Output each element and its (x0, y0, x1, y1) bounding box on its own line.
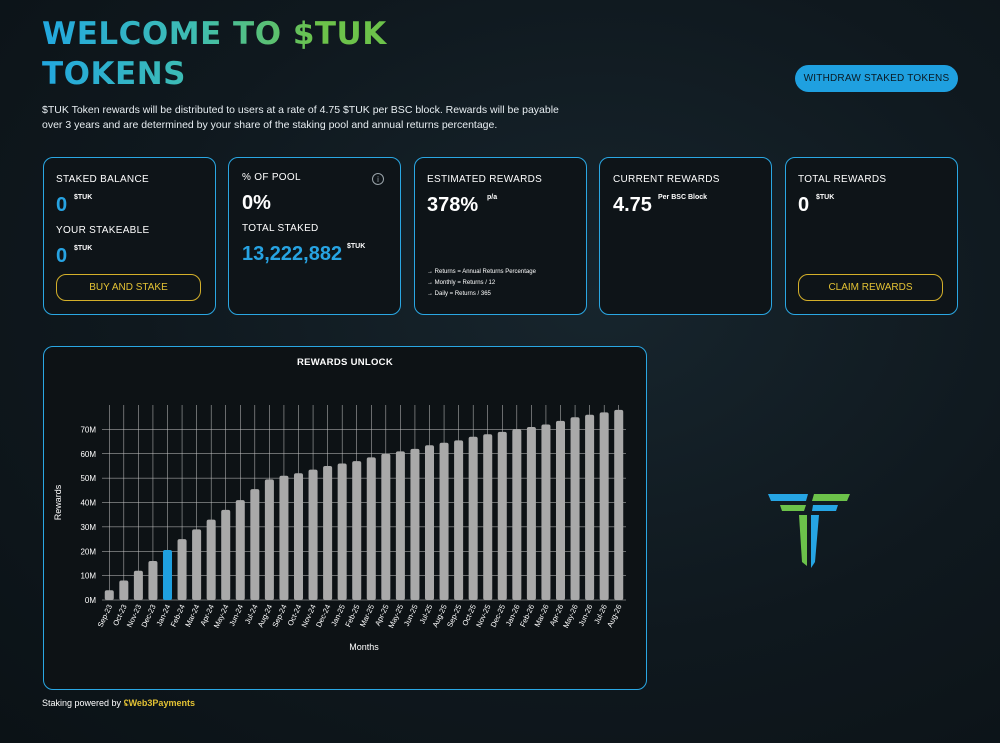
y-tick-label: 20M (80, 547, 96, 556)
chart-bar (439, 442, 449, 600)
chart-bar (381, 453, 391, 600)
staked-balance-card: STAKED BALANCE 0 $TUK YOUR STAKEABLE 0 $… (43, 157, 216, 315)
arrow-right-icon: → (427, 280, 435, 286)
chart-bar (410, 448, 420, 600)
x-axis-label: Months (349, 642, 379, 652)
chart-bar (483, 434, 493, 600)
chart-bar (250, 489, 260, 600)
chart-bar (424, 445, 435, 600)
tuk-logo-icon (768, 494, 850, 568)
intro-text: $TUK Token rewards will be distributed t… (42, 104, 559, 131)
footer-brand-link[interactable]: Web3Payments (128, 698, 195, 708)
note-item: → Returns = Annual Returns Percentage (427, 269, 536, 275)
chart-bar (599, 412, 609, 600)
current-rewards-value: 4.75 (613, 194, 652, 216)
buy-and-stake-button[interactable]: BUY AND STAKE (56, 274, 201, 301)
arrow-right-icon: → (427, 269, 435, 275)
chart-title: REWARDS UNLOCK (296, 357, 394, 368)
y-tick-label: 0M (85, 596, 96, 605)
chart-bar (337, 463, 347, 600)
chart-bar (541, 424, 551, 600)
rewards-unlock-chart: REWARDS UNLOCK 0M 10M 20M 30M 40M 50M 60M 70M Se… (43, 346, 647, 690)
estimated-rewards-unit: p/a (487, 194, 498, 201)
current-rewards-label: CURRENT REWARDS (613, 174, 720, 185)
web3payments-logo-icon: ʢ (123, 698, 129, 708)
total-staked-value: 13,222,882 (242, 243, 343, 265)
y-tick-label: 50M (80, 474, 96, 483)
y-axis-label: Rewards (53, 484, 63, 520)
estimated-rewards-card: ESTIMATED REWARDS 378% p/a → Returns = A… (414, 157, 587, 315)
chart-bar (512, 429, 522, 600)
page-title: WELCOME TO $TUK TOKENS (42, 14, 387, 94)
total-rewards-label: TOTAL REWARDS (798, 174, 887, 185)
chart-bar (133, 570, 143, 600)
chart-bar (104, 590, 114, 600)
staked-balance-value: 0 (56, 194, 68, 216)
pool-share-card: % OF POOL i 0% TOTAL STAKED 13,222,882 $… (228, 157, 401, 315)
staked-balance-unit: $TUK (74, 194, 93, 201)
chart-bar (395, 451, 405, 600)
footer-text: Staking powered by (42, 698, 122, 708)
claim-rewards-button[interactable]: CLAIM REWARDS (798, 274, 943, 301)
chart-bar (614, 409, 624, 600)
total-staked-label: TOTAL STAKED (242, 223, 319, 234)
stakeable-unit: $TUK (74, 245, 93, 252)
withdraw-staked-tokens-button[interactable]: WITHDRAW STAKED TOKENS (795, 65, 958, 92)
returns-notes: → Returns = Annual Returns Percentage → … (427, 267, 536, 300)
chart-bar (570, 417, 580, 600)
chart-bar (585, 414, 595, 600)
chart-canvas: 0M10M20M30M40M50M60M70MSep-23Oct-23Nov-2… (53, 405, 626, 652)
staked-balance-label: STAKED BALANCE (56, 174, 149, 185)
pool-share-label: % OF POOL (242, 172, 301, 183)
total-rewards-card: TOTAL REWARDS 0 $TUK CLAIM REWARDS (785, 157, 958, 315)
current-rewards-unit: Per BSC Block (658, 194, 708, 201)
estimated-rewards-label: ESTIMATED REWARDS (427, 174, 543, 185)
y-tick-label: 40M (80, 499, 96, 508)
chart-bar (264, 479, 274, 600)
note-item: → Monthly = Returns / 12 (427, 280, 496, 286)
chart-bar (352, 461, 362, 600)
total-rewards-value: 0 (798, 194, 810, 216)
chart-bar (119, 580, 129, 600)
chart-bar (279, 475, 289, 600)
y-tick-label: 70M (80, 425, 96, 434)
info-icon[interactable]: i (372, 173, 384, 185)
chart-bar (162, 550, 173, 600)
chart-bar (497, 431, 507, 600)
title-line-1: WELCOME TO $TUK (42, 16, 387, 52)
chart-bar (468, 436, 478, 600)
y-tick-label: 30M (80, 523, 96, 532)
x-tick-label: Sep-23 (96, 603, 114, 629)
current-rewards-card: CURRENT REWARDS 4.75 Per BSC Block (599, 157, 772, 315)
y-tick-label: 10M (80, 572, 96, 581)
chart-bar (555, 420, 566, 600)
y-tick-label: 60M (80, 450, 96, 459)
pool-share-value: 0% (242, 192, 271, 214)
total-rewards-unit: $TUK (816, 194, 835, 201)
chart-bar (323, 465, 333, 600)
arrow-right-icon: → (427, 291, 435, 297)
chart-bar (526, 426, 536, 600)
stakeable-value: 0 (56, 245, 68, 267)
estimated-rewards-value: 378% (427, 194, 479, 216)
total-staked-unit: $TUK (347, 243, 366, 250)
footer: Staking powered by ʢWeb3Payments (42, 698, 195, 708)
chart-bar (221, 509, 231, 600)
chart-bar (177, 539, 187, 600)
stakeable-label: YOUR STAKEABLE (56, 225, 150, 236)
note-item: → Daily = Returns / 365 (427, 291, 491, 297)
chart-bar (148, 561, 158, 600)
chart-bar (206, 519, 216, 600)
chart-bar (235, 500, 245, 600)
chart-bar (366, 457, 376, 600)
chart-bar (308, 469, 318, 600)
chart-bar (454, 440, 464, 600)
chart-bar (293, 473, 304, 600)
chart-bar (192, 529, 202, 600)
title-line-2: TOKENS (42, 56, 186, 92)
